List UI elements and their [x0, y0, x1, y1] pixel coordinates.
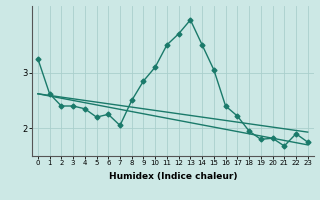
X-axis label: Humidex (Indice chaleur): Humidex (Indice chaleur) [108, 172, 237, 181]
